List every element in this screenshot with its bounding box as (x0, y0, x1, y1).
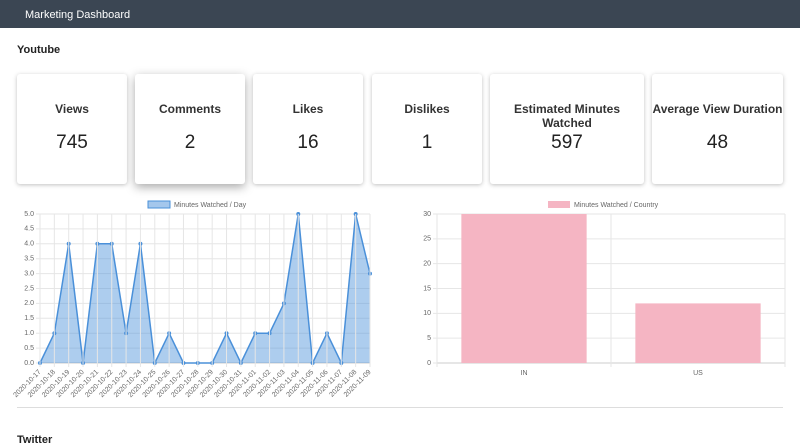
y-tick-label: 10 (423, 310, 431, 317)
stat-card[interactable]: Average View Duration 48 (652, 74, 783, 184)
y-tick-label: 5 (427, 335, 431, 342)
area (40, 214, 370, 363)
legend-swatch (147, 200, 171, 209)
y-tick-label: 2.0 (24, 300, 34, 307)
section-title: Twitter (17, 434, 53, 446)
y-tick-label: 25 (423, 236, 431, 243)
y-tick-label: 3.5 (24, 256, 34, 263)
divider (17, 407, 783, 408)
header: Marketing Dashboard (0, 0, 800, 28)
bar (635, 303, 761, 363)
stat-card[interactable]: Comments 2 (135, 74, 245, 184)
y-tick-label: 15 (423, 285, 431, 292)
legend-label: Minutes Watched / Day (174, 202, 247, 209)
card-label: Views (55, 102, 89, 116)
y-tick-label: 30 (423, 211, 431, 218)
header-title[interactable]: Marketing Dashboard (25, 9, 131, 21)
y-tick-label: 4.5 (24, 226, 34, 233)
card-label: Comments (158, 102, 221, 116)
y-tick-label: 20 (423, 261, 431, 268)
card-value: 16 (297, 132, 319, 153)
stat-card[interactable]: Views 745 (17, 74, 127, 184)
card-label: Dislikes (404, 102, 450, 116)
y-tick-label: 0 (427, 360, 431, 367)
section-title: Youtube (17, 44, 61, 56)
card-value: 48 (706, 132, 729, 153)
y-tick-label: 0.5 (24, 345, 34, 352)
card-label: Average View Duration (652, 102, 783, 116)
card-value: 597 (551, 132, 583, 153)
y-tick-label: 2.5 (24, 285, 34, 292)
card-value: 1 (421, 132, 433, 153)
legend-swatch (548, 201, 570, 208)
y-tick-label: 0.0 (24, 360, 34, 367)
y-tick-label: 1.5 (24, 315, 34, 322)
y-tick-label: 1.0 (24, 330, 34, 337)
stat-card[interactable]: Dislikes 1 (372, 74, 482, 184)
charts: 0.00.51.01.52.02.53.03.54.04.55.02020-10… (12, 200, 786, 399)
card-label: Estimated Minutes Watched (513, 102, 621, 130)
y-tick-label: 4.0 (24, 241, 34, 248)
line (39, 213, 371, 366)
card-value: 2 (184, 132, 196, 153)
bar (461, 214, 587, 363)
card-label: Likes (292, 102, 324, 116)
x-tick-label: IN (521, 370, 528, 377)
stat-card[interactable]: Estimated Minutes Watched 597 (490, 74, 644, 184)
legend-label: Minutes Watched / Country (574, 202, 659, 209)
y-tick-label: 3.0 (24, 270, 34, 277)
x-tick-label: US (693, 370, 703, 377)
card-value: 745 (56, 132, 88, 153)
stat-card[interactable]: Likes 16 (253, 74, 363, 184)
y-tick-label: 5.0 (24, 211, 34, 218)
